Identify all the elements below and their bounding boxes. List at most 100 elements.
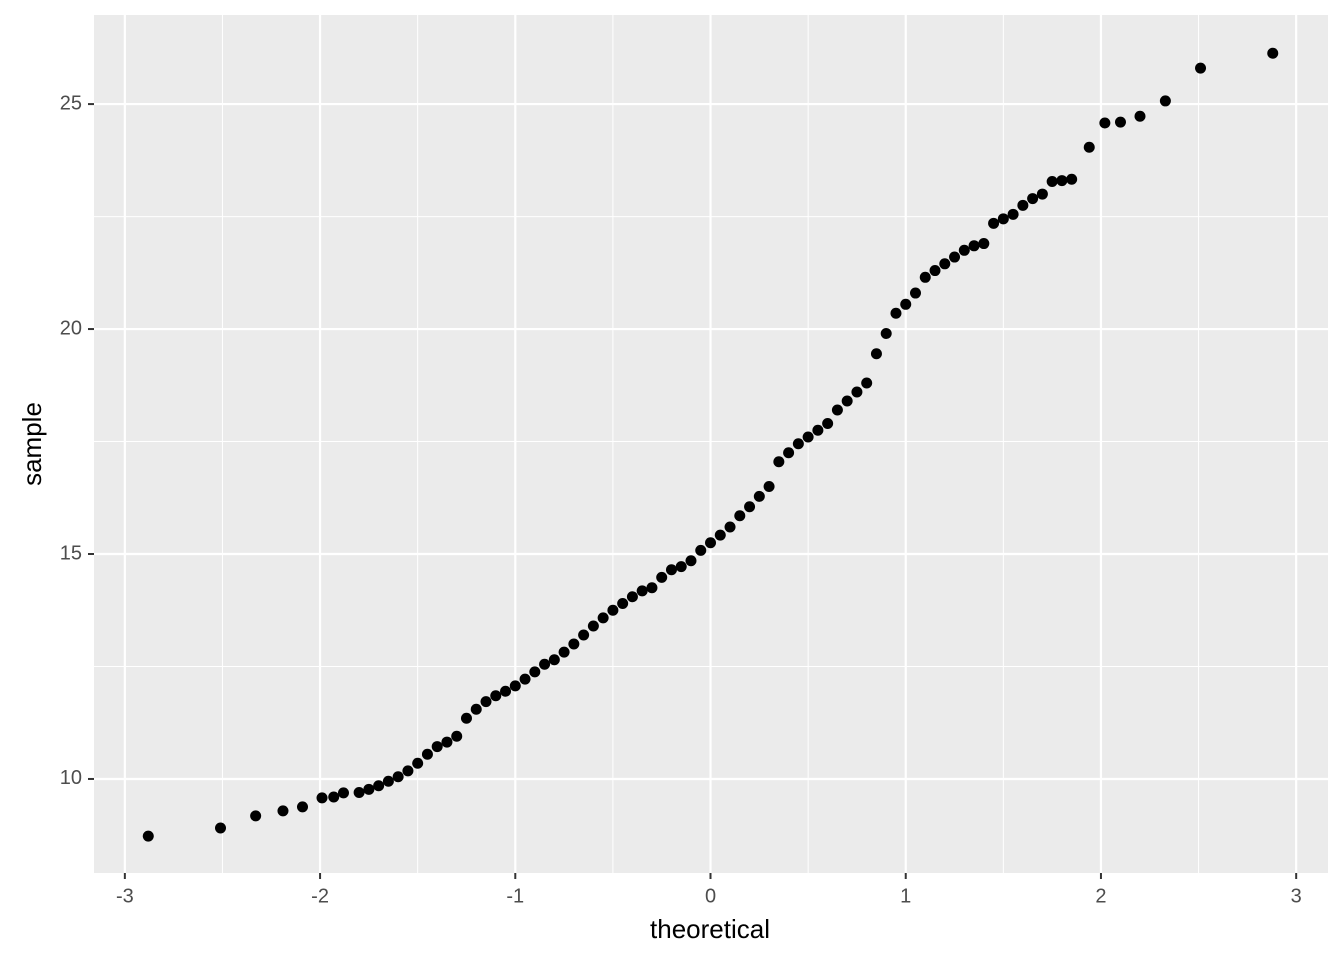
point: [451, 730, 463, 742]
point: [744, 501, 756, 513]
point: [861, 377, 873, 389]
point: [802, 431, 814, 443]
point: [1134, 110, 1146, 122]
point: [705, 537, 717, 549]
point: [607, 604, 619, 616]
y-tick-label: 10: [60, 767, 82, 789]
point: [792, 438, 804, 450]
point: [548, 654, 560, 666]
point: [851, 386, 863, 398]
point: [1195, 62, 1207, 74]
point: [1159, 95, 1171, 107]
point: [392, 771, 404, 783]
point: [978, 238, 990, 250]
point: [753, 490, 765, 502]
point: [1066, 173, 1078, 185]
point: [215, 822, 227, 834]
point: [431, 741, 443, 753]
point: [587, 620, 599, 632]
x-tick-label: 2: [1095, 885, 1106, 907]
point: [1114, 116, 1126, 128]
point: [412, 757, 424, 769]
point: [568, 638, 580, 650]
point: [441, 736, 453, 748]
point: [382, 775, 394, 787]
y-axis-title: sample: [17, 402, 47, 486]
point: [1056, 175, 1068, 187]
point: [1027, 193, 1039, 205]
point: [968, 240, 980, 252]
point: [665, 564, 677, 576]
point: [763, 481, 775, 493]
point: [949, 251, 961, 263]
point: [597, 612, 609, 624]
point: [1007, 208, 1019, 220]
point: [421, 748, 433, 760]
point: [539, 658, 551, 670]
x-tick-label: -1: [506, 885, 524, 907]
point: [1046, 175, 1058, 187]
point: [734, 510, 746, 522]
point: [626, 591, 638, 603]
point: [656, 571, 668, 583]
x-tick-label: 1: [900, 885, 911, 907]
point: [880, 328, 892, 340]
point: [929, 265, 941, 277]
point: [870, 348, 882, 360]
point: [919, 271, 931, 283]
point: [714, 529, 726, 541]
point: [460, 712, 472, 724]
point: [1267, 47, 1279, 59]
point: [1017, 199, 1029, 211]
x-tick-label: 0: [705, 885, 716, 907]
point: [890, 307, 902, 319]
point: [277, 805, 289, 817]
point: [675, 561, 687, 573]
point: [337, 787, 349, 799]
point: [470, 703, 482, 715]
point: [1099, 117, 1111, 129]
point: [373, 780, 385, 792]
point: [316, 792, 328, 804]
x-tick-label: -2: [311, 885, 329, 907]
point: [831, 404, 843, 416]
x-tick-label: -3: [116, 885, 134, 907]
point: [402, 765, 414, 777]
point: [841, 395, 853, 407]
point: [500, 685, 512, 697]
point: [646, 582, 658, 594]
point: [812, 424, 824, 436]
point: [1036, 188, 1048, 200]
point: [617, 597, 629, 609]
point: [724, 521, 736, 533]
point: [1083, 141, 1095, 153]
point: [958, 244, 970, 256]
point: [353, 786, 365, 798]
point: [296, 801, 308, 813]
point: [558, 646, 570, 658]
point: [822, 418, 834, 430]
y-tick-label: 20: [60, 317, 82, 339]
point: [988, 217, 1000, 229]
point: [328, 791, 340, 803]
point: [578, 629, 590, 641]
point: [509, 680, 521, 692]
point: [900, 298, 912, 310]
point: [783, 447, 795, 459]
point: [685, 555, 697, 567]
point: [142, 830, 154, 842]
point: [250, 810, 262, 822]
point: [519, 673, 531, 685]
x-tick-label: 3: [1291, 885, 1302, 907]
point: [939, 258, 951, 270]
point: [695, 544, 707, 556]
point: [480, 696, 492, 708]
point: [997, 213, 1009, 225]
point: [773, 456, 785, 468]
point: [636, 585, 648, 597]
point: [363, 783, 375, 795]
point: [490, 690, 502, 702]
point: [529, 666, 541, 678]
y-tick-label: 25: [60, 92, 82, 114]
